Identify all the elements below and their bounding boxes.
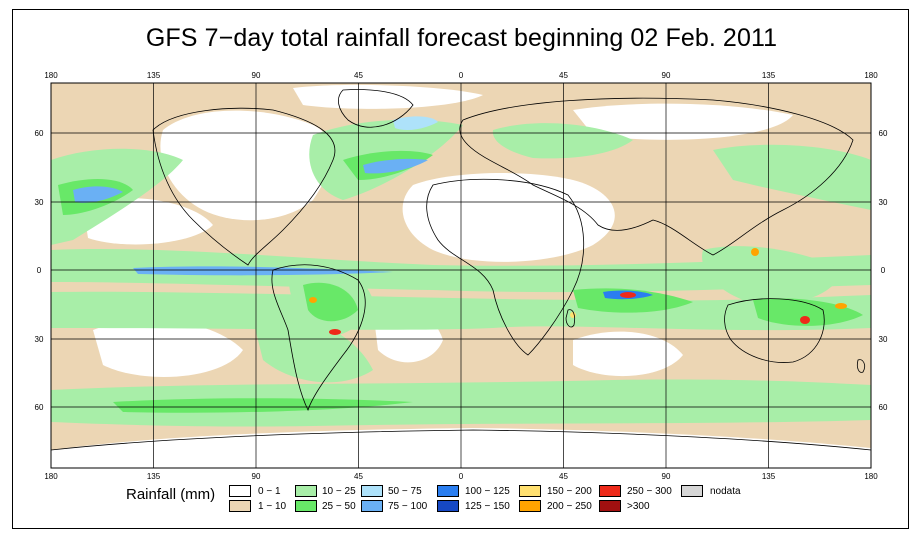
top-lon-label: 0	[459, 71, 464, 80]
extreme-rain-north-australia	[835, 303, 847, 309]
top-lon-label: 135	[762, 71, 776, 80]
right-lat-label: 60	[879, 403, 888, 412]
dry-region-sahara	[402, 173, 615, 262]
bottom-lon-label: 180	[44, 472, 58, 481]
legend-swatch	[599, 500, 621, 512]
top-lon-label: 45	[559, 71, 568, 80]
legend-label-text: 25 − 50	[322, 501, 356, 512]
bottom-lon-label: 45	[354, 472, 363, 481]
coast-africa	[426, 178, 585, 356]
coast-north-america	[152, 107, 336, 266]
dry-region-north-america	[160, 110, 332, 221]
dry-region-south-pacific	[93, 319, 243, 377]
right-lat-label: 30	[879, 335, 888, 344]
dry-region-siberia	[573, 103, 793, 140]
left-lat-label: 30	[35, 198, 44, 207]
top-lon-label: 135	[147, 71, 161, 80]
legend-swatch	[295, 485, 317, 497]
graticule	[50, 83, 872, 468]
bottom-lon-label: 45	[559, 472, 568, 481]
right-lat-labels: 60 30 0 30 60	[879, 129, 888, 412]
coast-greenland	[338, 89, 414, 128]
coast-australia	[724, 298, 825, 363]
heavy-rain-arctic-atlantic	[393, 116, 438, 130]
top-lon-label: 180	[864, 71, 878, 80]
top-lon-labels: 180 135 90 45 0 45 90 135 180	[44, 71, 878, 80]
left-lat-label: 60	[35, 129, 44, 138]
legend-swatch	[437, 500, 459, 512]
top-lon-label: 45	[354, 71, 363, 80]
legend-label-text: 1 − 10	[258, 501, 287, 512]
coast-south-america	[271, 264, 366, 412]
coast-antarctica	[51, 429, 871, 451]
legend-swatch	[229, 500, 251, 512]
bottom-lon-label: 180	[864, 472, 878, 481]
coast-madagascar	[565, 309, 576, 328]
coast-new-zealand	[856, 359, 866, 373]
legend-title: Rainfall (mm)	[126, 486, 216, 503]
legend-label-text: 10 − 25	[322, 486, 356, 497]
bottom-lon-labels: 180 135 90 45 0 45 90 135 180	[44, 472, 878, 481]
coastlines	[51, 89, 871, 451]
legend-label-text: 125 − 150	[465, 501, 510, 512]
legend-label-text: 75 − 100	[388, 501, 428, 512]
left-lat-label: 0	[37, 266, 42, 275]
legend-swatch	[519, 500, 541, 512]
legend-swatch	[361, 500, 383, 512]
extreme-rain-south-america	[329, 329, 341, 335]
rain-core-south-america	[303, 282, 358, 322]
dry-region-arctic	[293, 84, 483, 109]
extreme-rain-madagascar	[570, 312, 576, 318]
extreme-rain-indian-ocean	[620, 292, 636, 298]
legend-swatch	[437, 485, 459, 497]
legend-swatch	[361, 485, 383, 497]
rain-band-south-pacific	[253, 317, 373, 383]
right-lat-label: 60	[879, 129, 888, 138]
bottom-lon-label: 90	[662, 472, 671, 481]
legend-label-text: >300	[627, 501, 650, 512]
rainfall-map: 180 135 90 45 0 45 90 135 180 180 135 90…	[35, 71, 888, 481]
rain-core-southern-ocean	[113, 398, 413, 413]
legend-swatch	[229, 485, 251, 497]
rain-band-maritime-continent	[702, 246, 843, 304]
dry-region-indian-ocean	[573, 331, 683, 377]
extreme-rain-australia	[800, 316, 810, 324]
legend-swatch	[295, 500, 317, 512]
figure-frame: GFS 7−day total rainfall forecast beginn…	[12, 9, 909, 529]
legend-label-text: 100 − 125	[465, 486, 510, 497]
legend-label-text: 150 − 200	[547, 486, 592, 497]
top-lon-label: 90	[662, 71, 671, 80]
top-lon-label: 90	[252, 71, 261, 80]
bottom-lon-label: 0	[459, 472, 464, 481]
heavy-rain-north-pacific	[73, 186, 123, 203]
legend-label-text: 250 − 300	[627, 486, 672, 497]
legend-label-text: nodata	[710, 486, 741, 497]
rain-core-indian-ocean	[573, 288, 693, 313]
bottom-lon-label: 135	[147, 472, 161, 481]
extreme-rain-amazon	[309, 297, 317, 303]
right-lat-label: 0	[881, 266, 886, 275]
left-lat-label: 30	[35, 335, 44, 344]
legend-label-text: 200 − 250	[547, 501, 592, 512]
legend-swatch	[599, 485, 621, 497]
legend-label-text: 0 − 1	[258, 486, 281, 497]
legend-swatch	[681, 485, 703, 497]
left-lat-labels: 60 30 0 30 60	[35, 129, 44, 412]
map-title: GFS 7−day total rainfall forecast beginn…	[145, 24, 778, 52]
left-lat-label: 60	[35, 403, 44, 412]
legend-swatch	[519, 485, 541, 497]
coast-eurasia	[459, 97, 854, 256]
heavy-rain-north-atlantic	[363, 158, 428, 174]
right-lat-label: 30	[879, 198, 888, 207]
bottom-lon-label: 135	[762, 472, 776, 481]
heavy-rain-itcz-pacific	[133, 266, 393, 276]
legend-label-text: 50 − 75	[388, 486, 422, 497]
top-lon-label: 180	[44, 71, 58, 80]
rain-band-europe-asia	[492, 123, 633, 159]
rain-band-west-pacific	[713, 144, 871, 210]
extreme-rain-philippines	[751, 248, 759, 256]
bottom-lon-label: 90	[252, 472, 261, 481]
map-border	[50, 82, 872, 469]
